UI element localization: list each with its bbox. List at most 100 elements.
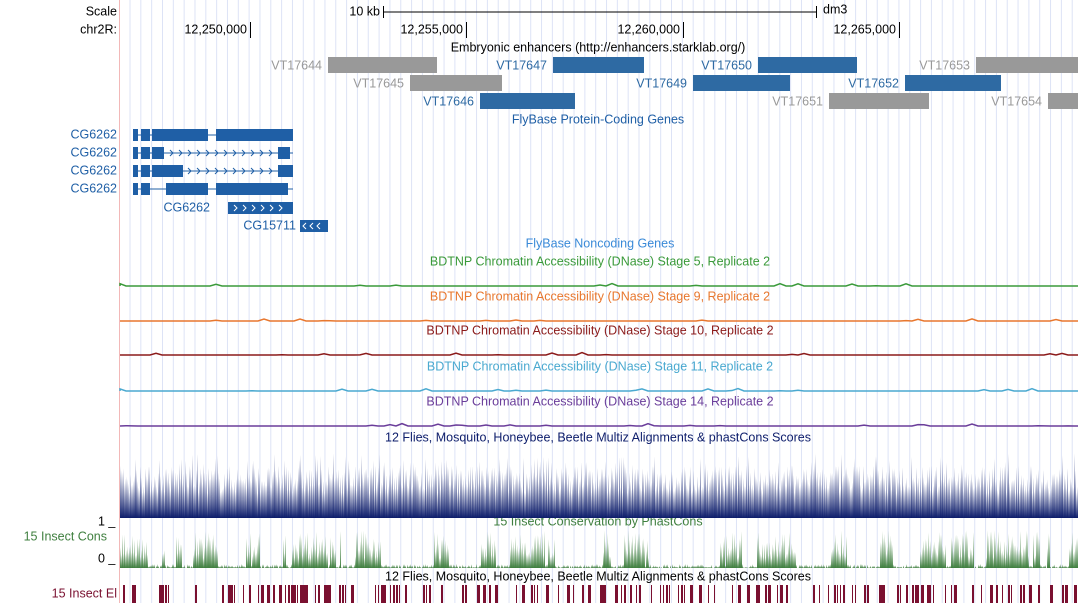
strand-arrow	[223, 149, 228, 157]
assembly-label: dm3	[823, 2, 847, 16]
conserved-element	[639, 585, 641, 603]
conserved-element	[588, 585, 591, 603]
conserved-element	[678, 585, 679, 603]
conserved-element	[828, 585, 829, 603]
enhancer	[553, 57, 644, 73]
track-label: 15 Insect El	[52, 586, 117, 600]
conserved-element	[231, 585, 233, 603]
conserved-element	[582, 585, 584, 603]
conserved-element	[249, 585, 251, 603]
strand-arrow	[196, 149, 201, 157]
signal-line	[119, 387, 1078, 392]
conserved-element	[1029, 585, 1032, 603]
conserved-element	[324, 585, 327, 603]
conserved-element	[780, 585, 783, 603]
conserved-element	[972, 585, 974, 603]
conserved-element	[477, 585, 480, 603]
conserved-element	[222, 585, 224, 603]
conserved-element	[393, 585, 395, 603]
strand-arrow	[214, 167, 219, 175]
signal-line	[120, 351, 1078, 356]
conserved-element	[228, 585, 231, 603]
exon	[216, 129, 288, 141]
conserved-element	[162, 585, 164, 603]
conserved-element	[864, 585, 866, 603]
signal-line	[119, 422, 1078, 427]
strand-arrow	[250, 149, 255, 157]
conserved-element	[516, 585, 517, 603]
conserved-element	[291, 585, 294, 603]
conserved-element	[624, 585, 626, 603]
enhancer	[1048, 93, 1078, 109]
track-title: FlyBase Noncoding Genes	[526, 236, 675, 250]
conserved-element	[531, 585, 533, 603]
conserved-element	[990, 585, 993, 603]
conserved-element	[339, 585, 341, 603]
strand-arrow	[268, 149, 273, 157]
conserved-element	[915, 585, 918, 603]
strand-arrow	[205, 149, 210, 157]
conserved-element	[285, 585, 286, 603]
ruler-label: 12,250,000	[184, 22, 247, 36]
conserved-element	[834, 585, 836, 603]
conserved-element	[879, 585, 882, 603]
conserved-element	[330, 585, 331, 603]
track-title: BDTNP Chromatin Accessibility (DNase) St…	[430, 254, 770, 268]
ruler-label: 12,255,000	[400, 22, 463, 36]
conservation-wiggle	[120, 453, 1078, 518]
enhancer	[480, 93, 575, 109]
conserved-element	[261, 585, 264, 603]
conserved-element	[267, 585, 270, 603]
conserved-element	[900, 585, 901, 603]
conserved-element	[690, 585, 693, 603]
conserved-element	[306, 585, 308, 603]
conserved-element	[297, 585, 298, 603]
conserved-element	[1038, 585, 1040, 603]
enhancer-label: VT17646	[423, 94, 474, 108]
conserved-element	[396, 585, 398, 603]
track-title: BDTNP Chromatin Accessibility (DNase) St…	[427, 359, 773, 373]
track-title: BDTNP Chromatin Accessibility (DNase) St…	[430, 289, 770, 303]
conserved-element	[1062, 585, 1064, 603]
strand-arrow	[169, 167, 174, 175]
conserved-element	[375, 585, 376, 603]
strand-arrow	[178, 167, 183, 175]
exon	[133, 147, 138, 159]
enhancer-label: VT17644	[271, 58, 322, 72]
gene-label: CG6262	[70, 181, 117, 195]
conserved-element	[681, 585, 683, 603]
conserved-element	[1065, 585, 1068, 603]
track-title: 12 Flies, Mosquito, Honeybee, Beetle Mul…	[385, 569, 811, 583]
conserved-element	[921, 585, 924, 603]
conserved-element	[708, 585, 709, 603]
conserved-element	[1020, 585, 1022, 603]
conserved-element	[294, 585, 296, 603]
conserved-element	[759, 585, 760, 603]
conserved-element	[663, 585, 664, 603]
chrom-label: chr2R:	[80, 22, 117, 36]
strand-arrow	[233, 204, 238, 212]
conserved-element	[1008, 585, 1010, 603]
enhancer-label: VT17649	[636, 76, 687, 90]
enhancer	[758, 57, 857, 73]
conserved-element	[651, 585, 652, 603]
signal-line	[120, 318, 1078, 322]
conserved-element	[669, 585, 670, 603]
conserved-element	[918, 585, 919, 603]
conserved-element	[135, 585, 136, 603]
exon	[141, 147, 150, 159]
conserved-element	[951, 585, 952, 603]
conserved-element	[243, 585, 244, 603]
strand-arrow	[196, 167, 201, 175]
enhancer-label: VT17652	[848, 76, 899, 90]
conserved-element	[843, 585, 845, 603]
conserved-element	[342, 585, 344, 603]
conserved-element	[132, 585, 135, 603]
conserved-element	[603, 585, 606, 603]
strand-arrow	[309, 222, 314, 230]
scale-bar	[383, 6, 817, 18]
conserved-element	[768, 585, 771, 603]
conserved-element	[315, 585, 316, 603]
gene-label: CG6262	[163, 200, 210, 214]
strand-arrow	[241, 167, 246, 175]
